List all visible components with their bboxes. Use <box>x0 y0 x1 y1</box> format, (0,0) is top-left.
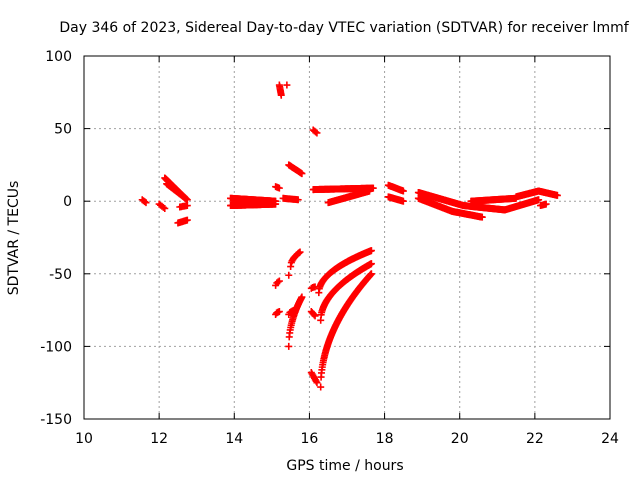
data-point <box>312 128 320 136</box>
data-point <box>535 196 543 204</box>
data-point <box>283 81 291 89</box>
data-point <box>296 248 304 256</box>
x-tick-label: 16 <box>301 431 319 447</box>
x-tick-label: 18 <box>376 431 394 447</box>
data-point <box>542 200 550 208</box>
data-point <box>275 184 283 192</box>
x-tick-label: 14 <box>225 431 243 447</box>
y-tick-labels: -150 -100 -50 0 50 100 <box>40 49 72 428</box>
x-tick-label: 24 <box>601 431 619 447</box>
data-point <box>553 191 561 199</box>
x-axis-label: GPS time / hours <box>286 458 403 474</box>
data-point <box>275 308 283 316</box>
x-tick-label: 20 <box>451 431 469 447</box>
data-point <box>312 377 320 385</box>
data-point <box>317 383 325 391</box>
data-point <box>298 293 306 301</box>
x-tick-label: 12 <box>150 431 168 447</box>
data-point <box>294 196 302 204</box>
data-point <box>298 170 306 178</box>
data-points <box>138 81 561 391</box>
data-point <box>366 187 374 195</box>
y-tick-label: -100 <box>40 339 72 355</box>
data-point <box>478 213 486 221</box>
data-point <box>367 260 375 268</box>
data-point <box>313 379 321 387</box>
data-point <box>277 91 285 99</box>
data-point <box>310 311 318 319</box>
data-point <box>369 184 377 192</box>
data-point <box>311 312 319 320</box>
data-point <box>399 197 407 205</box>
y-tick-label: 100 <box>45 49 72 65</box>
data-point <box>313 129 321 137</box>
x-tick-labels: 10 12 14 16 18 20 22 24 <box>75 431 619 447</box>
y-tick-label: 50 <box>54 122 72 138</box>
data-point <box>285 271 293 279</box>
data-point <box>285 342 293 350</box>
y-tick-label: 0 <box>63 194 72 210</box>
data-point <box>159 203 167 211</box>
data-point <box>161 204 169 212</box>
data-point <box>367 270 375 278</box>
y-axis-label: SDTVAR / TECUs <box>6 181 22 296</box>
data-point <box>290 306 298 314</box>
x-tick-label: 10 <box>75 431 93 447</box>
x-tick-label: 22 <box>526 431 544 447</box>
data-point <box>183 216 191 224</box>
y-tick-label: -50 <box>49 267 72 283</box>
data-point <box>142 199 150 207</box>
grid-lines <box>84 56 610 419</box>
plot-frame <box>83 55 611 420</box>
data-point <box>272 200 280 208</box>
data-point <box>141 198 149 206</box>
data-point <box>399 187 407 195</box>
chart-title: Day 346 of 2023, Sidereal Day-to-day VTE… <box>59 20 629 36</box>
data-point <box>367 247 375 255</box>
y-tick-label: -150 <box>40 412 72 428</box>
data-point <box>183 202 191 210</box>
data-point <box>275 277 283 285</box>
